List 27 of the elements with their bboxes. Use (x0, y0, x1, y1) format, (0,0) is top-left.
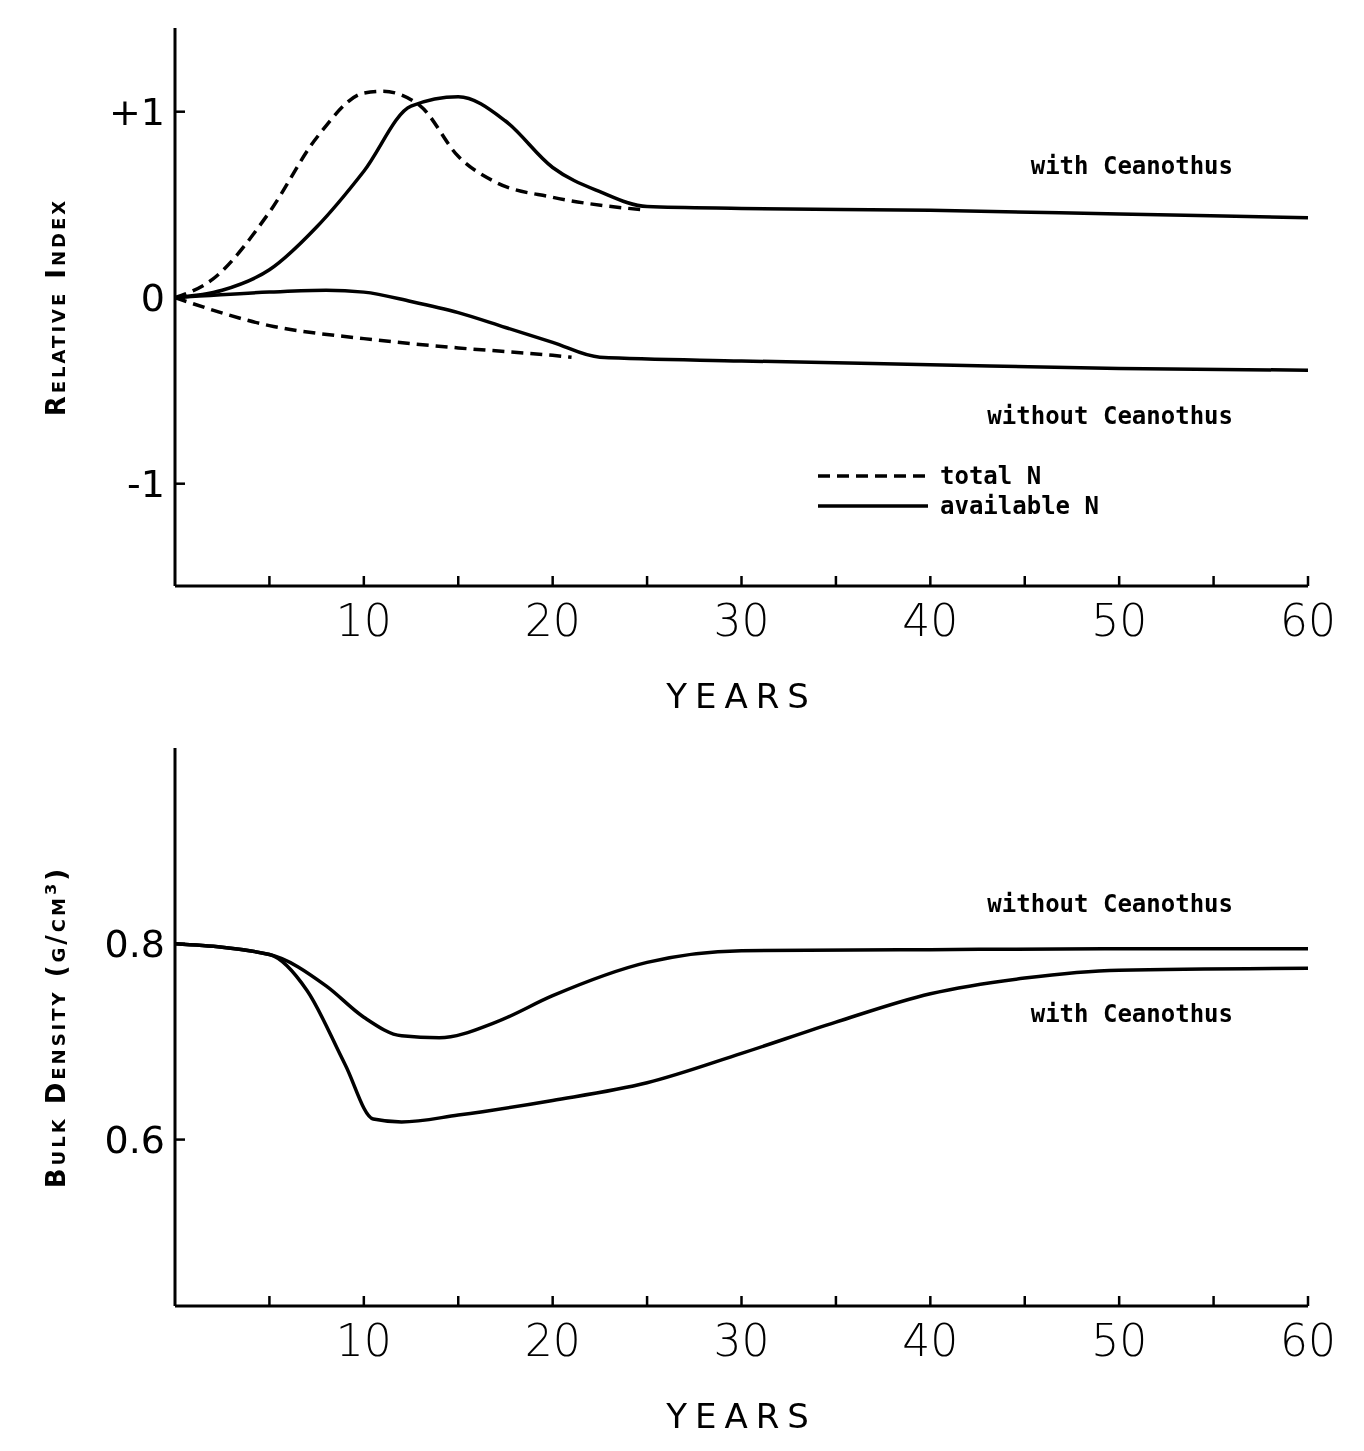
x-tick-label: 20 (524, 1315, 581, 1366)
x-tick-label: 50 (1091, 595, 1148, 646)
legend-label: available N (940, 492, 1099, 521)
annotation: without Ceanothus (987, 401, 1233, 430)
y-tick-label: 0 (140, 276, 165, 320)
x-tick-label: 20 (524, 595, 581, 646)
y-tick-label: 0.6 (104, 1117, 165, 1162)
x-axis-title: YEARS (665, 1396, 817, 1436)
x-tick-label: 40 (902, 1315, 959, 1366)
y-tick-label: -1 (127, 462, 165, 506)
x-tick-label: 60 (1280, 1315, 1336, 1366)
x-tick-label: 60 (1280, 595, 1336, 646)
annotation: with Ceanothus (1030, 999, 1233, 1028)
x-tick-label: 30 (713, 1315, 770, 1366)
y-axis-title: Relative Index (41, 197, 71, 417)
x-tick-label: 40 (902, 595, 959, 646)
x-tick-label: 10 (335, 1315, 392, 1366)
y-axis-title: Bulk Density (g/cm³) (41, 865, 71, 1189)
x-tick-label: 30 (713, 595, 770, 646)
legend-label: total N (940, 462, 1042, 491)
x-tick-label: 50 (1091, 1315, 1148, 1366)
annotation: with Ceanothus (1030, 151, 1233, 180)
y-tick-label: +1 (108, 90, 165, 134)
y-tick-label: 0.8 (104, 922, 165, 967)
x-axis-title: YEARS (665, 676, 817, 716)
x-tick-label: 10 (335, 595, 392, 646)
annotation: without Ceanothus (987, 890, 1233, 919)
